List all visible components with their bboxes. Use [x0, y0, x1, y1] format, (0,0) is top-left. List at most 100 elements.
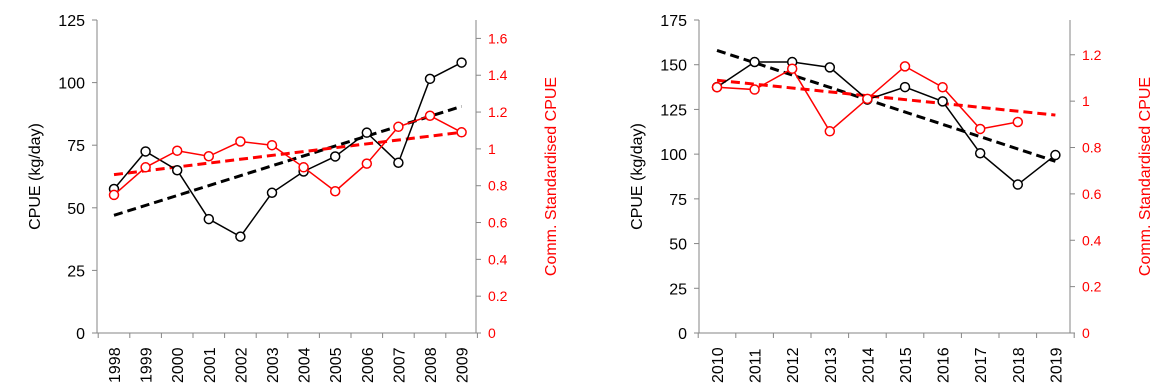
- chart-2-y-tick-label: 75: [669, 192, 687, 209]
- chart-1-data-point-right: [235, 136, 246, 147]
- chart-2-y2-tick-label: 1: [1082, 93, 1090, 109]
- chart-2-y2-tick-label: 0.2: [1082, 279, 1102, 295]
- chart-2-data-point-right: [1012, 116, 1024, 128]
- chart-1-x-tick-label: 2006: [360, 347, 377, 383]
- chart-1-x-tick-label: 2004: [297, 347, 314, 383]
- chart-2-data-point-left: [1012, 179, 1024, 190]
- chart-2-trendline-left: [716, 48, 1056, 163]
- chart-1-data-point-right: [456, 127, 467, 138]
- chart-2-y-tick-label: 25: [669, 281, 687, 298]
- chart-1-data-point-right: [140, 162, 151, 173]
- chart-1-data-point-right: [361, 158, 373, 169]
- chart-2-data-point-left: [749, 56, 760, 68]
- chart-1-y2-tick-label: 0.6: [488, 215, 508, 231]
- chart-2-data-point-right: [749, 84, 760, 95]
- chart-1-y-tick-label: 50: [67, 201, 85, 218]
- chart-1-data-point-left: [361, 127, 373, 138]
- chart-1-y-axis-title: CPUE (kg/day): [27, 123, 44, 230]
- chart-1-x-tick-label: 1999: [139, 347, 156, 383]
- chart-2-x-tick-label: 2011: [748, 348, 765, 383]
- chart-1-data-point-right: [424, 110, 436, 121]
- chart-1-y2-tick-label: 0.8: [488, 178, 508, 194]
- chart-1-y-tick-label: 0: [76, 326, 85, 343]
- chart-2-y-tick-label: 50: [669, 237, 687, 254]
- chart-1-y2-tick-label: 1.4: [488, 67, 508, 83]
- chart-2-y-axis-title: CPUE (kg/day): [629, 123, 646, 230]
- chart-1-data-point-right: [108, 189, 120, 201]
- chart-1-y2-tick-label: 1.6: [488, 30, 508, 46]
- chart-1-y2-tick-label: 1.2: [488, 104, 508, 120]
- chart-1-data-point-left: [203, 213, 215, 225]
- chart-2-y-tick-label: 125: [660, 102, 687, 119]
- chart-1-data-point-left: [393, 157, 404, 168]
- chart-2-data-point-left: [824, 62, 836, 73]
- chart-2-data-point-right: [862, 93, 873, 105]
- chart-2-y2-tick-label: 0.6: [1082, 186, 1102, 202]
- chart-1-y-tick-label: 25: [67, 263, 85, 280]
- chart-2-y2-tick-label: 1.2: [1082, 47, 1102, 63]
- chart-1-data-point-right: [298, 162, 309, 173]
- chart-2-x-tick-label: 2012: [785, 347, 802, 383]
- chart-1-y2-tick-label: 0.2: [488, 288, 508, 304]
- chart-2-data-point-right: [899, 61, 911, 72]
- chart-1-y2-tick-label: 0.4: [488, 251, 508, 267]
- chart-2-y-tick-label: 0: [678, 326, 687, 343]
- chart-1-y2-tick-label: 0: [488, 325, 496, 341]
- chart-2-x-tick-label: 2016: [936, 347, 953, 383]
- chart-2-y-tick-label: 175: [660, 13, 687, 30]
- chart-2-x-tick-label: 2017: [973, 347, 990, 383]
- chart-1-data-point-right: [329, 185, 341, 197]
- chart-1-x-tick-label: 2001: [202, 347, 219, 383]
- chart-1-x-tick-label: 2007: [391, 347, 408, 383]
- chart-2-y2-tick-label: 0.8: [1082, 140, 1102, 156]
- chart-1-data-point-right: [266, 139, 278, 151]
- chart-2-data-point-right: [711, 81, 723, 93]
- chart-2-x-tick-label: 2015: [898, 347, 915, 383]
- chart-2-data-point-right: [786, 63, 798, 74]
- chart-2-data-point-left: [1050, 149, 1061, 161]
- chart-1-data-point-right: [203, 150, 215, 162]
- chart-1-data-point-left: [456, 57, 467, 68]
- chart-1-trendline-right: [113, 130, 462, 177]
- chart-2-y2-tick-label: 0: [1082, 325, 1090, 341]
- chart-1-data-point-left: [140, 146, 151, 157]
- chart-2-x-tick-label: 2018: [1011, 347, 1028, 383]
- chart-1-y2-tick-label: 1: [488, 141, 496, 157]
- chart-1-y-tick-label: 100: [58, 76, 85, 93]
- chart-2-series-line-left: [716, 61, 1056, 186]
- chart-2-y2-axis-title: Comm. Standardised CPUE: [1137, 77, 1154, 276]
- chart-1-y-tick-label: 125: [58, 13, 85, 30]
- chart-1-x-tick-label: 2003: [265, 347, 282, 383]
- chart-1-trendline-left: [113, 104, 463, 217]
- chart-1-x-tick-label: 1998: [107, 347, 124, 383]
- chart-1-data-point-left: [329, 151, 341, 162]
- chart-1-data-point-left: [171, 164, 183, 176]
- chart-2-data-point-left: [899, 81, 911, 93]
- chart-2-data-point-right: [824, 126, 836, 137]
- chart-2-y-tick-label: 150: [660, 58, 687, 75]
- chart-1-data-point-left: [266, 187, 278, 199]
- chart-1-data-point-left: [235, 231, 246, 242]
- chart-1-x-tick-label: 2000: [170, 347, 187, 383]
- chart-1-x-tick-label: 2009: [455, 347, 472, 383]
- chart-1-series-line-right: [113, 114, 462, 196]
- chart-2-data-point-left: [974, 147, 986, 159]
- chart-1-x-tick-label: 2002: [233, 347, 250, 383]
- chart-2-x-tick-label: 2019: [1048, 347, 1065, 383]
- chart-2-x-tick-label: 2014: [860, 347, 877, 383]
- chart-2-data-point-right: [974, 123, 986, 135]
- chart-1-y2-axis-title: Comm. Standardised CPUE: [543, 77, 560, 276]
- chart-2-x-tick-label: 2010: [710, 347, 727, 383]
- chart-1-data-point-right: [171, 145, 183, 156]
- chart-1-x-tick-label: 2008: [423, 347, 440, 383]
- chart-1-series-line-left: [113, 61, 462, 238]
- chart-2-y-tick-label: 100: [660, 147, 687, 164]
- chart-2-trendline-right: [716, 78, 1056, 117]
- chart-1-y-tick-label: 75: [67, 138, 85, 155]
- chart-2-y2-tick-label: 0.4: [1082, 232, 1102, 248]
- chart-2-data-point-right: [937, 81, 948, 93]
- chart-1-x-tick-label: 2005: [328, 347, 345, 383]
- chart-2-data-point-left: [937, 96, 948, 107]
- chart-1-data-point-left: [424, 73, 436, 85]
